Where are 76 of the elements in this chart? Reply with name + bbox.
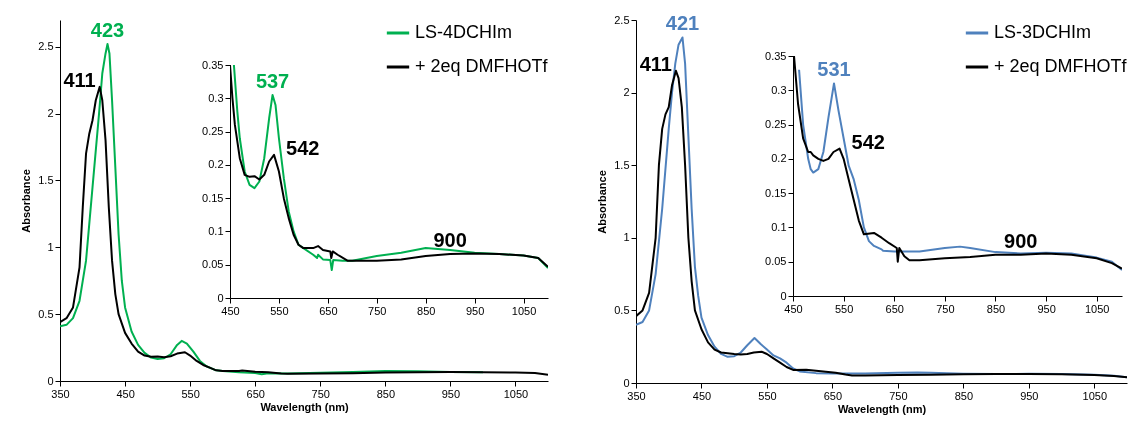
annotation: 900 [1004,229,1038,252]
y-tick-label: 0.2 [208,158,224,171]
x-tick-label: 650 [823,389,843,402]
x-tick-label: 850 [986,302,1006,315]
x-tick-label: 1050 [1084,302,1110,315]
y-tick-label: 0.5 [38,307,54,320]
y-tick-label: 0 [780,289,787,302]
y-tick-label: 0.25 [765,118,787,131]
annotation: 423 [90,19,125,42]
y-tick-label: 0.25 [202,125,224,138]
y-tick-label: 0.5 [614,303,630,316]
y-tick-label: 0.3 [208,91,224,104]
annotation: 411 [63,68,96,91]
x-tick-label: 550 [270,304,289,317]
y-tick-label: 1 [623,231,630,244]
x-axis-title: Wavelength (nm) [260,400,349,413]
y-tick-label: 2 [47,107,54,120]
x-tick-label: 750 [889,389,908,402]
x-tick-label: 450 [221,304,240,317]
x-tick-label: 650 [246,387,265,400]
x-tick-label: 650 [319,304,338,317]
x-tick-label: 450 [692,389,712,402]
y-tick-label: 0.2 [771,152,787,165]
legend-label: LS-3DCHIm [994,22,1092,42]
y-axis-title: Absorbance [20,169,33,233]
y-tick-label: 0.3 [771,83,787,96]
x-tick-label: 650 [885,302,904,315]
y-tick-label: 0.15 [765,186,787,199]
y-tick-label: 1.5 [614,158,630,171]
x-tick-label: 550 [181,387,200,400]
x-tick-label: 950 [465,304,485,317]
y-tick-label: 0 [623,376,630,389]
x-tick-label: 750 [311,387,330,400]
annotation: 542 [286,136,320,159]
x-tick-label: 950 [441,387,461,400]
y-tick-label: 2.5 [38,40,54,53]
x-tick-label: 350 [627,389,646,402]
x-tick-label: 950 [1037,302,1056,315]
y-tick-label: 1.5 [38,173,54,186]
y-tick-label: 0.1 [771,220,787,233]
x-tick-label: 850 [417,304,436,317]
x-tick-label: 750 [936,302,955,315]
legend-label: LS-4DCHIm [415,22,513,42]
y-tick-label: 0.05 [202,258,224,271]
legend-label: + 2eq DMFHOTf [994,56,1128,76]
y-tick-label: 0.35 [765,49,787,62]
x-tick-label: 750 [368,304,387,317]
x-tick-label: 850 [954,389,974,402]
annotation: 421 [665,12,700,35]
annotation: 537 [255,69,290,92]
x-tick-label: 550 [758,389,777,402]
x-tick-label: 350 [51,387,70,400]
y-tick-label: 0 [47,374,54,387]
y-tick-label: 0 [217,291,224,304]
annotation: 542 [851,130,885,153]
x-tick-label: 1050 [1082,389,1108,402]
y-tick-label: 2 [623,86,630,99]
x-tick-label: 1050 [511,304,537,317]
x-tick-label: 450 [116,387,135,400]
y-axis-title: Absorbance [596,170,609,234]
x-axis-title: Wavelength (nm) [837,402,927,415]
y-tick-label: 0.05 [765,255,787,268]
y-tick-label: 1 [47,240,54,253]
x-tick-label: 850 [376,387,396,400]
annotation: 531 [817,58,851,81]
x-tick-label: 1050 [503,387,529,400]
annotation: 411 [639,52,672,75]
y-tick-label: 0.35 [202,58,224,71]
y-tick-label: 0.15 [202,191,224,204]
legend-label: + 2eq DMFHOTf [415,56,549,76]
y-tick-label: 2.5 [614,13,630,26]
x-tick-label: 950 [1020,389,1039,402]
x-tick-label: 450 [784,302,803,315]
x-tick-label: 550 [834,302,854,315]
annotation: 900 [433,229,467,252]
y-tick-label: 0.1 [208,224,224,237]
